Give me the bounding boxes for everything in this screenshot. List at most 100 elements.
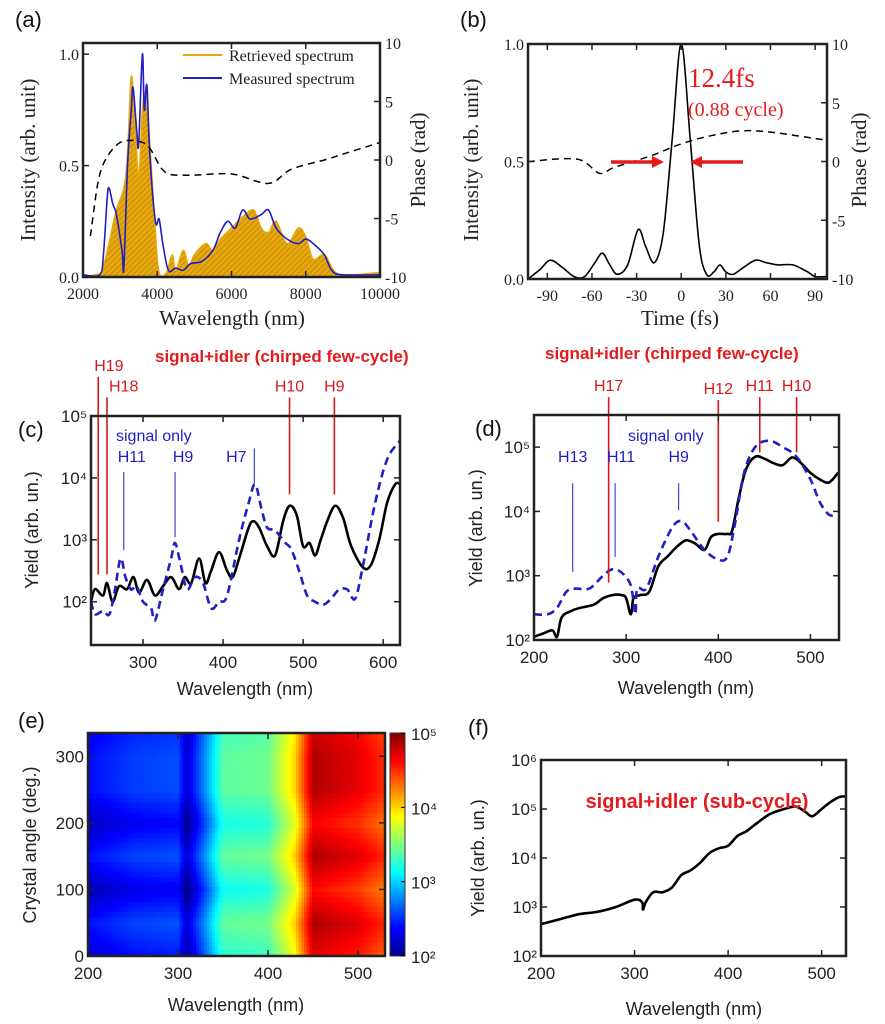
heatmap-cell	[366, 827, 370, 833]
heatmap-cell	[374, 886, 378, 893]
heatmap-cell	[220, 767, 224, 774]
panel-letter: (b)	[460, 7, 487, 32]
heatmap-cell	[347, 832, 351, 838]
heatmap-cell	[214, 941, 219, 947]
heatmap-cell	[241, 802, 246, 808]
heatmap-cell	[250, 871, 254, 878]
heatmap-cell	[247, 931, 251, 937]
heatmap-cell	[90, 896, 94, 903]
heatmap-cell	[187, 851, 192, 858]
pulse-duration-label: 12.4fs	[688, 63, 755, 93]
y2-tick-label: 10	[385, 36, 401, 53]
heatmap-cell	[136, 772, 140, 779]
heatmap-cell	[301, 787, 305, 794]
heatmap-cell	[317, 757, 321, 764]
heatmap-cell	[204, 792, 208, 799]
heatmap-cell	[185, 946, 189, 952]
heatmap-cell	[304, 866, 308, 873]
heatmap-cell	[155, 747, 159, 754]
heatmap-cell	[263, 846, 267, 853]
heatmap-cell	[198, 762, 202, 769]
heatmap-cell	[347, 886, 351, 893]
heatmap-cell	[193, 747, 197, 754]
heatmap-cell	[317, 861, 321, 868]
heatmap-cell	[304, 767, 308, 774]
heatmap-cell	[336, 837, 340, 843]
heatmap-cell	[279, 866, 283, 873]
heatmap-cell	[193, 767, 197, 774]
heatmap-cell	[174, 752, 178, 759]
heatmap-cell	[117, 931, 121, 937]
heatmap-cell	[360, 837, 364, 843]
heatmap-cell	[193, 921, 197, 927]
heatmap-cell	[266, 827, 270, 833]
heatmap-cell	[225, 742, 229, 749]
heatmap-cell	[247, 871, 251, 878]
heatmap-cell	[90, 842, 94, 848]
heatmap-cell	[166, 802, 170, 808]
heatmap-cell	[123, 752, 127, 759]
heatmap-cell	[231, 896, 235, 903]
heatmap-cell	[368, 822, 373, 828]
heatmap-cell	[266, 926, 270, 932]
heatmap-cell	[290, 871, 294, 878]
heatmap-cell	[171, 856, 175, 863]
heatmap-cell	[295, 946, 300, 952]
heatmap-cell	[360, 737, 364, 744]
heatmap-cell	[282, 807, 286, 813]
heatmap-cell	[285, 936, 289, 942]
heatmap-cell	[277, 911, 281, 917]
heatmap-cell	[185, 866, 189, 873]
heatmap-cell	[244, 827, 248, 833]
heatmap-cell	[190, 941, 194, 947]
heatmap-cell	[314, 916, 319, 922]
heatmap-cell	[320, 767, 324, 774]
heatmap-cell	[339, 797, 343, 803]
heatmap-cell	[206, 757, 211, 764]
heatmap-cell	[204, 931, 208, 937]
heatmap-cell	[128, 757, 132, 764]
heatmap-cell	[349, 812, 354, 818]
heatmap-cell	[306, 851, 310, 858]
heatmap-cell	[336, 822, 340, 828]
heatmap-cell	[360, 792, 364, 799]
heatmap-cell	[171, 866, 175, 873]
heatmap-cell	[328, 747, 332, 754]
heatmap-cell	[277, 747, 281, 754]
heatmap-cell	[358, 851, 362, 858]
heatmap-cell	[236, 921, 240, 927]
heatmap-cell	[209, 911, 213, 917]
heatmap-cell	[228, 752, 232, 759]
heatmap-cell	[274, 891, 278, 898]
heatmap-cell	[231, 936, 235, 942]
heatmap-cell	[182, 921, 186, 927]
heatmap-cell	[274, 772, 278, 779]
heatmap-cell	[123, 737, 127, 744]
heatmap-cell	[290, 807, 294, 813]
heatmap-cell	[206, 792, 211, 799]
heatmap-cell	[225, 752, 229, 759]
heatmap-cell	[182, 926, 186, 932]
heatmap-cell	[366, 832, 370, 838]
heatmap-cell	[355, 807, 359, 813]
heatmap-cell	[125, 881, 130, 888]
heatmap-cell	[115, 762, 119, 769]
heatmap-cell	[225, 846, 229, 853]
heatmap-cell	[339, 916, 343, 922]
heatmap-cell	[201, 767, 205, 774]
heatmap-cell	[231, 866, 235, 873]
heatmap-cell	[244, 916, 248, 922]
heatmap-cell	[101, 851, 105, 858]
heatmap-cell	[236, 871, 240, 878]
heatmap-cell	[355, 737, 359, 744]
heatmap-cell	[347, 931, 351, 937]
heatmap-cell	[233, 767, 238, 774]
heatmap-cell	[212, 881, 216, 888]
heatmap-cell	[220, 837, 224, 843]
heatmap-cell	[147, 846, 151, 853]
heatmap-cell	[147, 827, 151, 833]
heatmap-cell	[163, 802, 167, 808]
heatmap-cell	[88, 861, 92, 868]
heatmap-cell	[366, 817, 370, 823]
heatmap-cell	[196, 797, 200, 803]
